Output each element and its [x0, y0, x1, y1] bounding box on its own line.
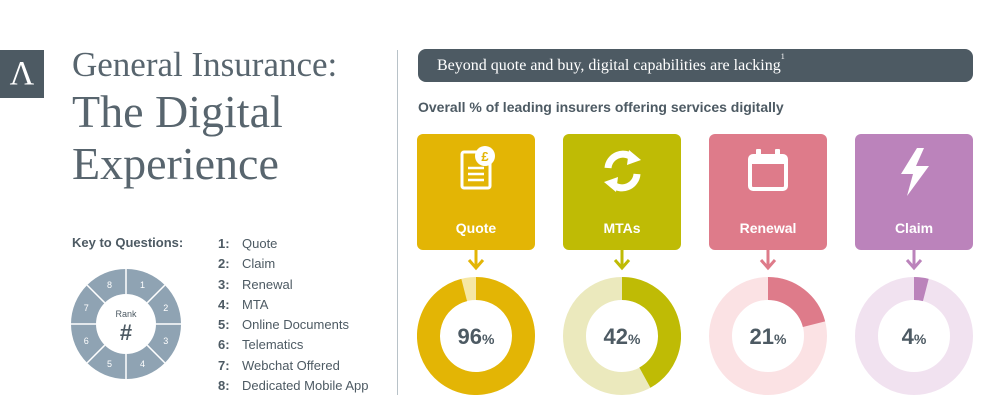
page-title-line-1: General Insurance: [72, 45, 338, 84]
rank-wheel-center [96, 294, 156, 354]
key-item-number: 6: [218, 337, 230, 353]
donut-value-label: 96% [458, 324, 495, 349]
key-item: 7: Webchat Offered [218, 356, 368, 376]
donut-chart-quote: 96% [417, 277, 535, 395]
key-item-number: 1: [218, 236, 230, 251]
donut-value-label: 42% [604, 324, 641, 349]
page-title-line-3: Experience [72, 138, 279, 189]
service-label: Claim [894, 220, 934, 236]
service-card-mtas: MTAs [563, 134, 681, 250]
key-item-label: Online Documents [242, 317, 349, 333]
key-item-label: Claim [242, 256, 276, 272]
service-card-claim: Claim [855, 134, 973, 250]
key-item-label: Quote [242, 236, 278, 251]
rank-wheel-divider [86, 284, 106, 304]
service-card-quote: £ Quote [417, 134, 535, 250]
key-item: 4: MTA [218, 295, 368, 315]
rank-wheel-segment-number: 2 [163, 303, 168, 313]
rank-wheel-segment-number: 4 [140, 359, 145, 369]
rank-wheel-segment-number: 6 [84, 336, 89, 346]
rank-wheel-center-label: Rank [115, 309, 137, 319]
page-title-line-2: The Digital [72, 86, 283, 137]
key-item-number: 4: [218, 296, 230, 312]
down-arrow-icon [613, 249, 631, 271]
service-card-renewal: Renewal [709, 134, 827, 250]
svg-text:£: £ [481, 149, 489, 164]
key-item: 2: Claim [218, 254, 368, 274]
chart-title: Overall % of leading insurers offering s… [418, 99, 784, 115]
key-item-label: Renewal [242, 276, 293, 292]
rank-wheel-divider [146, 344, 166, 364]
key-item-label: Dedicated Mobile App [242, 378, 369, 394]
rank-wheel-diagram: 1 2 3 4 5 6 7 8 Rank # [71, 269, 181, 379]
donut-chart-mtas: 42% [563, 277, 681, 395]
donut-value-arc [913, 277, 929, 302]
donut-chart-claim: 4% [855, 277, 973, 395]
key-list: 1: Quote 2: Claim 3: Renewal 4: MTA 5: Online… [218, 234, 368, 396]
service-label: Quote [455, 220, 497, 236]
rank-wheel-divider [146, 284, 166, 304]
donut-value-label: 4% [902, 324, 927, 349]
donut-value-arc [621, 277, 681, 388]
donut-value-label: 21% [750, 324, 787, 349]
key-item: 1: Quote [218, 234, 368, 254]
rank-wheel-segment-number: 7 [84, 303, 89, 313]
rank-wheel-segment-number: 1 [140, 280, 145, 290]
logo: Λ [0, 50, 44, 98]
donut-value-arc [767, 277, 826, 328]
footnote-marker: 1 [780, 52, 785, 61]
key-item: 8: Dedicated Mobile App [218, 376, 368, 396]
key-item-number: 3: [218, 276, 230, 292]
vertical-divider [397, 50, 398, 395]
key-item: 3: Renewal [218, 275, 368, 295]
document-pound-icon: £ [460, 146, 495, 190]
down-arrow-icon [905, 249, 923, 271]
lightning-icon [901, 148, 929, 196]
key-item-number: 2: [218, 256, 230, 272]
rank-wheel-segment-number: 8 [107, 280, 112, 290]
refresh-icon [604, 150, 641, 192]
key-item-number: 7: [218, 357, 230, 373]
rank-wheel-segment-number: 3 [163, 336, 168, 346]
calendar-icon [748, 149, 788, 191]
rank-wheel-segment-number: 5 [107, 359, 112, 369]
key-item-label: Telematics [242, 337, 304, 353]
key-item-number: 8: [218, 378, 230, 394]
headline-banner: Beyond quote and buy, digital capabiliti… [418, 49, 973, 82]
key-title: Key to Questions: [72, 235, 184, 250]
headline-banner-text: Beyond quote and buy, digital capabiliti… [437, 57, 781, 74]
donut-chart-renewal: 21% [709, 277, 827, 395]
key-item-label: MTA [242, 296, 269, 312]
key-item: 5: Online Documents [218, 315, 368, 335]
rank-wheel-center-symbol: # [120, 320, 132, 345]
key-item-number: 5: [218, 317, 230, 333]
donut-value-arc [417, 277, 535, 395]
down-arrow-icon [467, 249, 485, 271]
key-item: 6: Telematics [218, 335, 368, 355]
service-label: Renewal [739, 220, 797, 236]
down-arrow-icon [759, 249, 777, 271]
rank-wheel-divider [86, 344, 106, 364]
service-label: MTAs [603, 220, 641, 236]
key-item-label: Webchat Offered [242, 357, 340, 373]
page-title: General Insurance: The Digital Experienc… [72, 44, 337, 190]
